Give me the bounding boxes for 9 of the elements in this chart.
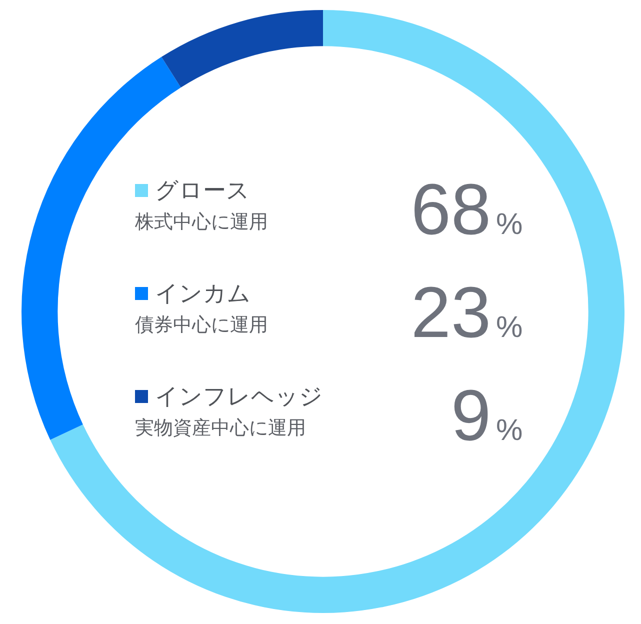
legend-label: グロース	[155, 176, 250, 204]
text: 株式中心に運用	[135, 211, 268, 235]
data-label: 9%	[450, 376, 523, 456]
text: 実物資産中心に運用	[135, 417, 307, 441]
legend-label: インフレヘッジ	[155, 382, 323, 410]
legend-label: インカム	[155, 279, 251, 307]
text: 債券中心に運用	[135, 314, 268, 338]
data-label: 68%	[410, 170, 523, 250]
data-label: 23%	[410, 273, 523, 353]
